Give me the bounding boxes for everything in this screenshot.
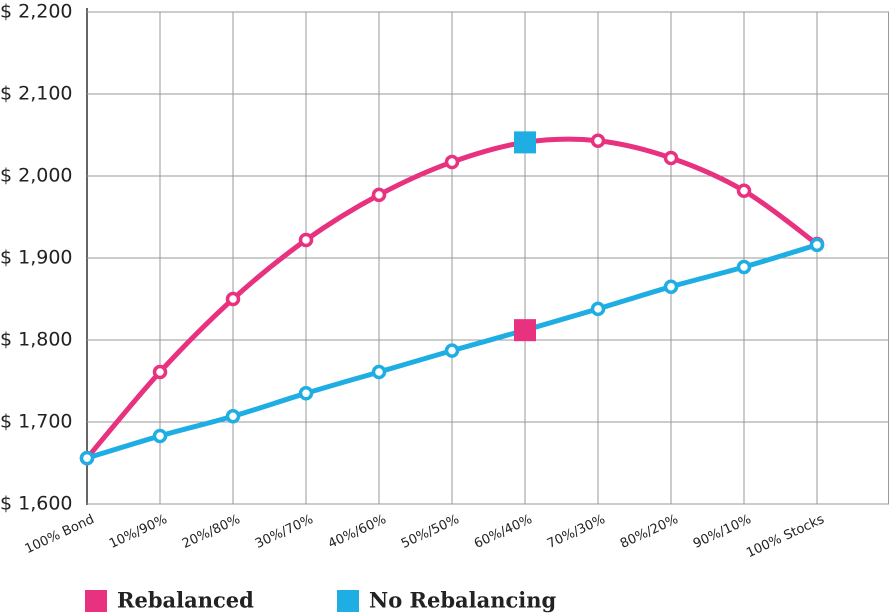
x-tick-label: 100% Bond (23, 512, 97, 557)
point-marker (663, 150, 679, 166)
x-tick-label: 90%/10% (691, 512, 754, 552)
point-marker (152, 428, 168, 444)
y-tick-label: $ 1,800 (0, 329, 73, 351)
point-marker (298, 232, 314, 248)
x-tick-label: 40%/60% (326, 512, 389, 552)
point-marker (444, 154, 460, 170)
point-marker (79, 450, 95, 466)
legend-swatch (337, 590, 359, 612)
x-tick-label: 70%/30% (545, 512, 608, 552)
highlight-marker (514, 131, 536, 154)
y-tick-label: $ 2,000 (0, 165, 73, 187)
point-marker (298, 386, 314, 401)
point-marker (152, 364, 168, 380)
x-tick-label: 10%/90% (107, 512, 170, 552)
point-marker (444, 343, 460, 358)
x-tick-label: 50%/50% (399, 512, 462, 552)
point-marker (225, 409, 241, 424)
legend-label: No Rebalancing (369, 588, 557, 613)
x-tick-label: 60%/40% (472, 512, 535, 552)
series-line (85, 136, 819, 460)
y-tick-label: $ 1,700 (0, 411, 73, 433)
point-marker (590, 133, 606, 148)
y-tick-label: $ 2,100 (0, 83, 73, 105)
legend-swatch (85, 590, 107, 612)
point-marker (371, 187, 387, 203)
x-tick-label: 80%/20% (618, 512, 681, 552)
point-marker (590, 301, 606, 317)
point-marker (736, 259, 752, 275)
x-tick-label: 20%/80% (180, 512, 243, 552)
point-marker (371, 364, 387, 380)
point-marker (809, 237, 825, 253)
point-marker (225, 291, 241, 307)
legend-label: Rebalanced (117, 588, 254, 613)
x-tick-label: 30%/70% (253, 512, 316, 552)
x-tick-label: 100% Stocks (744, 512, 827, 561)
y-tick-label: $ 1,600 (0, 493, 73, 515)
y-tick-label: $ 2,200 (0, 1, 73, 23)
point-marker (663, 279, 679, 294)
highlight-marker (514, 319, 536, 342)
y-tick-label: $ 1,900 (0, 247, 73, 269)
point-marker (736, 183, 752, 199)
